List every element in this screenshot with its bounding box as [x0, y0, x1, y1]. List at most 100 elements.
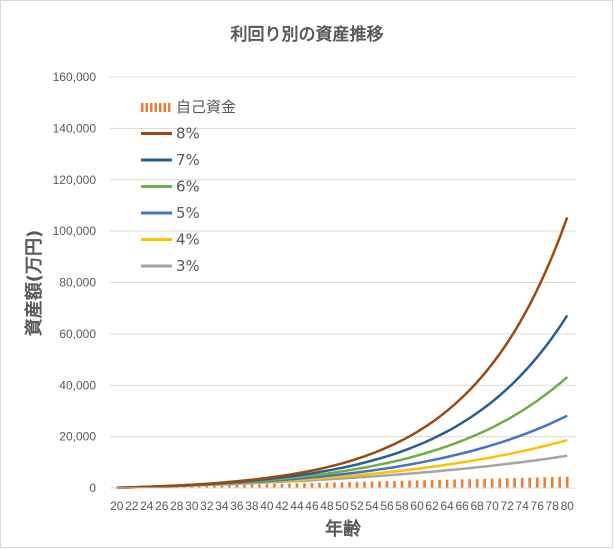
x-tick-label: 30: [185, 499, 199, 513]
x-axis-title: 年齢: [325, 518, 362, 540]
x-tick-label: 38: [245, 499, 259, 513]
y-tick-label: 100,000: [53, 224, 97, 238]
x-tick-label: 74: [516, 499, 530, 513]
gridlines: [110, 76, 576, 438]
x-tick-label: 78: [546, 499, 560, 513]
x-tick-label: 76: [531, 499, 545, 513]
bar: [498, 478, 501, 488]
bar: [363, 481, 366, 488]
bar: [190, 485, 194, 488]
y-tick-label: 40,000: [59, 378, 96, 392]
bar: [423, 480, 426, 488]
y-axis-ticks: 0 20,000 40,000 60,000 80,000 100,000 120,000 1…: [53, 70, 97, 495]
x-tick-label: 42: [275, 499, 289, 513]
x-tick-label: 62: [425, 499, 439, 513]
series-line: [116, 376, 569, 490]
bar: [445, 479, 449, 488]
bar: [288, 483, 291, 488]
legend-swatch: [159, 103, 162, 112]
bar: [528, 477, 532, 488]
bar: [198, 485, 201, 488]
bar: [318, 482, 321, 488]
x-tick-label: 20: [110, 499, 124, 513]
legend-label: 3%: [176, 257, 200, 275]
bar: [235, 484, 239, 488]
bar: [348, 482, 351, 488]
bar: [340, 482, 344, 488]
x-tick-label: 72: [501, 499, 515, 513]
series-line: [116, 216, 569, 490]
bar: [408, 480, 411, 488]
bar: [310, 483, 314, 488]
bar: [558, 476, 562, 488]
bar: [550, 477, 554, 488]
legend-label: 7%: [176, 151, 200, 169]
bar: [220, 485, 224, 488]
bar: [325, 482, 329, 488]
bar: [213, 485, 216, 488]
bar: [333, 482, 336, 488]
bar: [513, 478, 517, 488]
legend-swatch: [163, 103, 166, 112]
x-tick-label: 26: [155, 499, 169, 513]
series-line: [116, 314, 569, 490]
legend: 自己資金 8% 7% 6% 5% 4% 3%: [141, 98, 236, 275]
bar: [378, 481, 381, 488]
legend-label: 4%: [176, 231, 200, 249]
x-tick-label: 80: [561, 499, 575, 513]
bar: [280, 483, 284, 488]
y-tick-label: 140,000: [53, 121, 97, 135]
bar: [295, 483, 299, 488]
bar: [258, 484, 261, 488]
bar: [430, 480, 434, 488]
x-tick-label: 54: [365, 499, 379, 513]
y-tick-label: 160,000: [53, 70, 97, 84]
bar: [505, 478, 509, 488]
bar: [400, 480, 404, 488]
x-tick-label: 22: [125, 499, 139, 513]
bar: [565, 476, 569, 488]
bar: [370, 481, 374, 488]
x-tick-label: 32: [200, 499, 214, 513]
legend-label: 8%: [176, 125, 200, 143]
x-tick-label: 40: [260, 499, 274, 513]
x-tick-label: 66: [455, 499, 469, 513]
y-tick-label: 0: [89, 481, 96, 495]
x-tick-label: 28: [170, 499, 184, 513]
legend-swatch: [141, 103, 144, 112]
bar: [415, 480, 419, 488]
x-tick-label: 56: [380, 499, 394, 513]
x-tick-label: 36: [230, 499, 244, 513]
x-tick-label: 52: [350, 499, 364, 513]
bar: [468, 479, 471, 488]
x-tick-label: 24: [140, 499, 154, 513]
bar: [355, 481, 359, 488]
bar: [438, 479, 441, 488]
x-tick-label: 60: [410, 499, 424, 513]
x-tick-label: 58: [395, 499, 409, 513]
x-tick-label: 68: [470, 499, 484, 513]
bar: [453, 479, 456, 488]
bar: [250, 484, 254, 488]
y-tick-label: 80,000: [59, 276, 96, 290]
bar: [273, 483, 276, 488]
bar: [543, 477, 547, 488]
bar-series: [115, 476, 569, 488]
y-tick-label: 120,000: [53, 173, 97, 187]
chart-title: 利回り別の資産推移: [231, 24, 384, 45]
bar: [520, 477, 524, 488]
x-axis-ticks: 20 22 24 26 28 30 32 34 36 38 40 42 44 46 48 50 52 54 56 58…: [110, 499, 574, 513]
bar: [303, 483, 306, 488]
bar: [460, 479, 464, 488]
x-tick-label: 48: [320, 499, 334, 513]
bar: [385, 481, 389, 488]
legend-swatch: [154, 103, 157, 112]
legend-swatch: [168, 103, 171, 112]
bar: [490, 478, 494, 488]
bar: [475, 478, 479, 488]
y-tick-label: 20,000: [59, 430, 96, 444]
line-series-group: [116, 216, 569, 490]
bar: [393, 480, 396, 488]
bar: [265, 484, 269, 488]
